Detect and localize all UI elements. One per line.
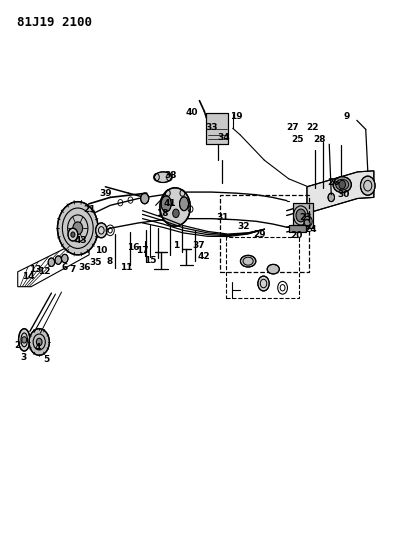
Text: 32: 32 [238,222,250,231]
Bar [289,224,306,232]
Ellipse shape [161,196,171,212]
Ellipse shape [19,329,30,351]
Text: 6: 6 [61,263,68,272]
Ellipse shape [267,264,279,274]
Text: 21: 21 [83,205,95,214]
Ellipse shape [179,197,188,211]
Bar [220,195,309,272]
Circle shape [73,222,83,235]
Text: 39: 39 [99,189,112,198]
Text: 4: 4 [35,343,41,352]
Circle shape [96,223,107,238]
Ellipse shape [84,215,92,238]
Text: 1: 1 [173,241,179,250]
Text: 16: 16 [127,244,140,253]
Text: 42: 42 [197,253,210,261]
Circle shape [339,180,346,189]
Text: 10: 10 [95,246,107,255]
Circle shape [141,193,149,204]
Text: 7: 7 [70,265,76,273]
Circle shape [57,201,98,255]
Text: 11: 11 [120,263,133,272]
Text: 17: 17 [136,246,149,255]
Text: 28: 28 [313,135,325,144]
Circle shape [328,193,335,201]
Bar [206,114,228,144]
Text: 81J19 2100: 81J19 2100 [17,15,92,29]
Text: 12: 12 [38,268,51,276]
Text: 20: 20 [290,231,302,240]
Text: 41: 41 [164,199,177,208]
Circle shape [68,228,78,241]
Text: 24: 24 [305,225,317,234]
Text: 27: 27 [287,123,299,132]
Ellipse shape [154,172,171,182]
Ellipse shape [333,176,351,192]
Circle shape [304,216,312,227]
Polygon shape [307,171,374,213]
Text: 2: 2 [15,341,21,350]
Text: 31: 31 [217,213,229,222]
Text: 35: 35 [90,258,102,266]
Circle shape [61,254,68,263]
Circle shape [29,329,49,356]
Bar [226,237,299,298]
Text: 9: 9 [343,112,350,121]
Text: 14: 14 [22,272,35,280]
Text: 23: 23 [300,213,312,222]
Text: 8: 8 [106,257,112,265]
Circle shape [173,209,179,217]
Text: 22: 22 [306,123,318,132]
Text: 38: 38 [164,171,177,180]
Text: 19: 19 [230,112,243,121]
Text: 26: 26 [327,178,339,187]
Text: 25: 25 [291,135,304,144]
Circle shape [22,337,26,343]
Text: 13: 13 [29,265,42,273]
Bar [293,203,313,228]
Ellipse shape [336,179,349,190]
Text: 37: 37 [193,241,205,250]
Bar [289,224,306,232]
Text: 43: 43 [75,237,88,246]
Text: 36: 36 [79,263,91,272]
Text: 40: 40 [185,108,197,117]
Circle shape [48,258,55,266]
Text: 34: 34 [217,133,230,142]
Bar [206,114,228,144]
Circle shape [71,232,75,237]
Text: 33: 33 [206,123,218,132]
Circle shape [36,338,42,346]
Text: 18: 18 [156,209,168,218]
Circle shape [55,256,61,264]
Text: 15: 15 [144,256,156,264]
Bar [293,203,313,228]
Circle shape [361,176,375,195]
Circle shape [258,276,269,291]
Ellipse shape [160,188,190,226]
Ellipse shape [241,255,256,267]
Text: 30: 30 [337,190,350,199]
Text: 29: 29 [253,230,266,239]
Text: 5: 5 [43,355,49,364]
Text: 3: 3 [20,353,26,362]
Circle shape [296,209,306,222]
